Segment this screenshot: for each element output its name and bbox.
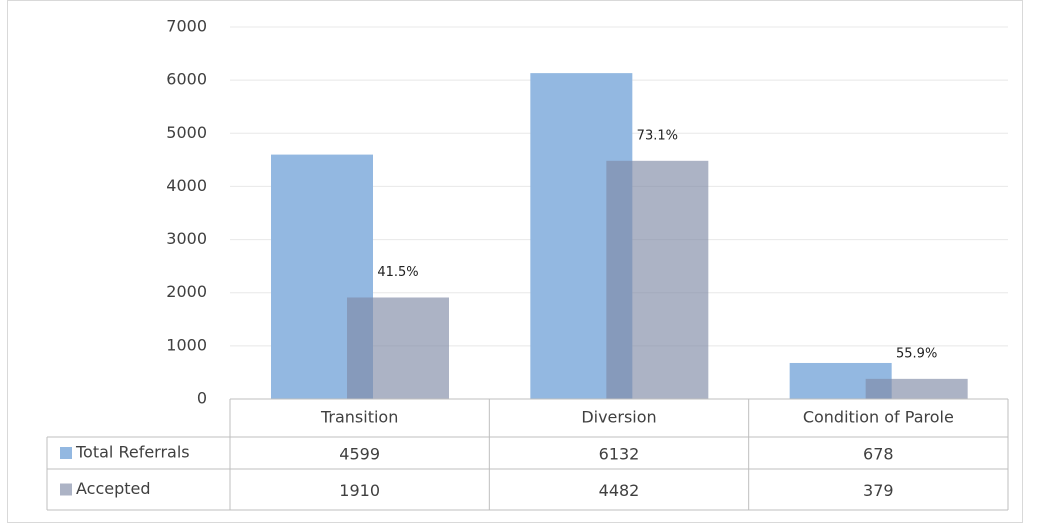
- y-tick-label: 4000: [166, 176, 207, 195]
- x-tick-label: Condition of Parole: [803, 408, 954, 427]
- chart-border: [7, 0, 1023, 523]
- y-tick-label: 6000: [166, 70, 207, 89]
- annotation: 73.1%: [637, 128, 678, 143]
- bar: [347, 297, 449, 399]
- y-tick-label: 5000: [166, 123, 207, 142]
- bar: [606, 160, 709, 399]
- annotation: 41.5%: [377, 265, 418, 280]
- table-cell: 379: [863, 481, 894, 500]
- x-tick-label: Diversion: [581, 408, 656, 427]
- legend-swatch: [60, 447, 72, 459]
- y-tick-label: 2000: [166, 282, 207, 301]
- table-cell: 4599: [339, 445, 380, 464]
- y-tick-label: 0: [197, 389, 207, 408]
- legend-label: Total Referrals: [75, 443, 190, 462]
- y-tick-label: 7000: [166, 17, 207, 36]
- y-tick-label: 3000: [166, 229, 207, 248]
- annotation: 55.9%: [896, 346, 937, 361]
- y-tick-label: 1000: [166, 335, 207, 354]
- table-cell: 1910: [339, 481, 380, 500]
- bar: [865, 378, 968, 399]
- table-cell: 6132: [599, 445, 640, 464]
- legend-label: Accepted: [76, 479, 151, 498]
- x-tick-label: Transition: [320, 408, 398, 427]
- table-cell: 678: [863, 445, 894, 464]
- table-cell: 4482: [599, 481, 640, 500]
- legend-swatch: [60, 483, 72, 496]
